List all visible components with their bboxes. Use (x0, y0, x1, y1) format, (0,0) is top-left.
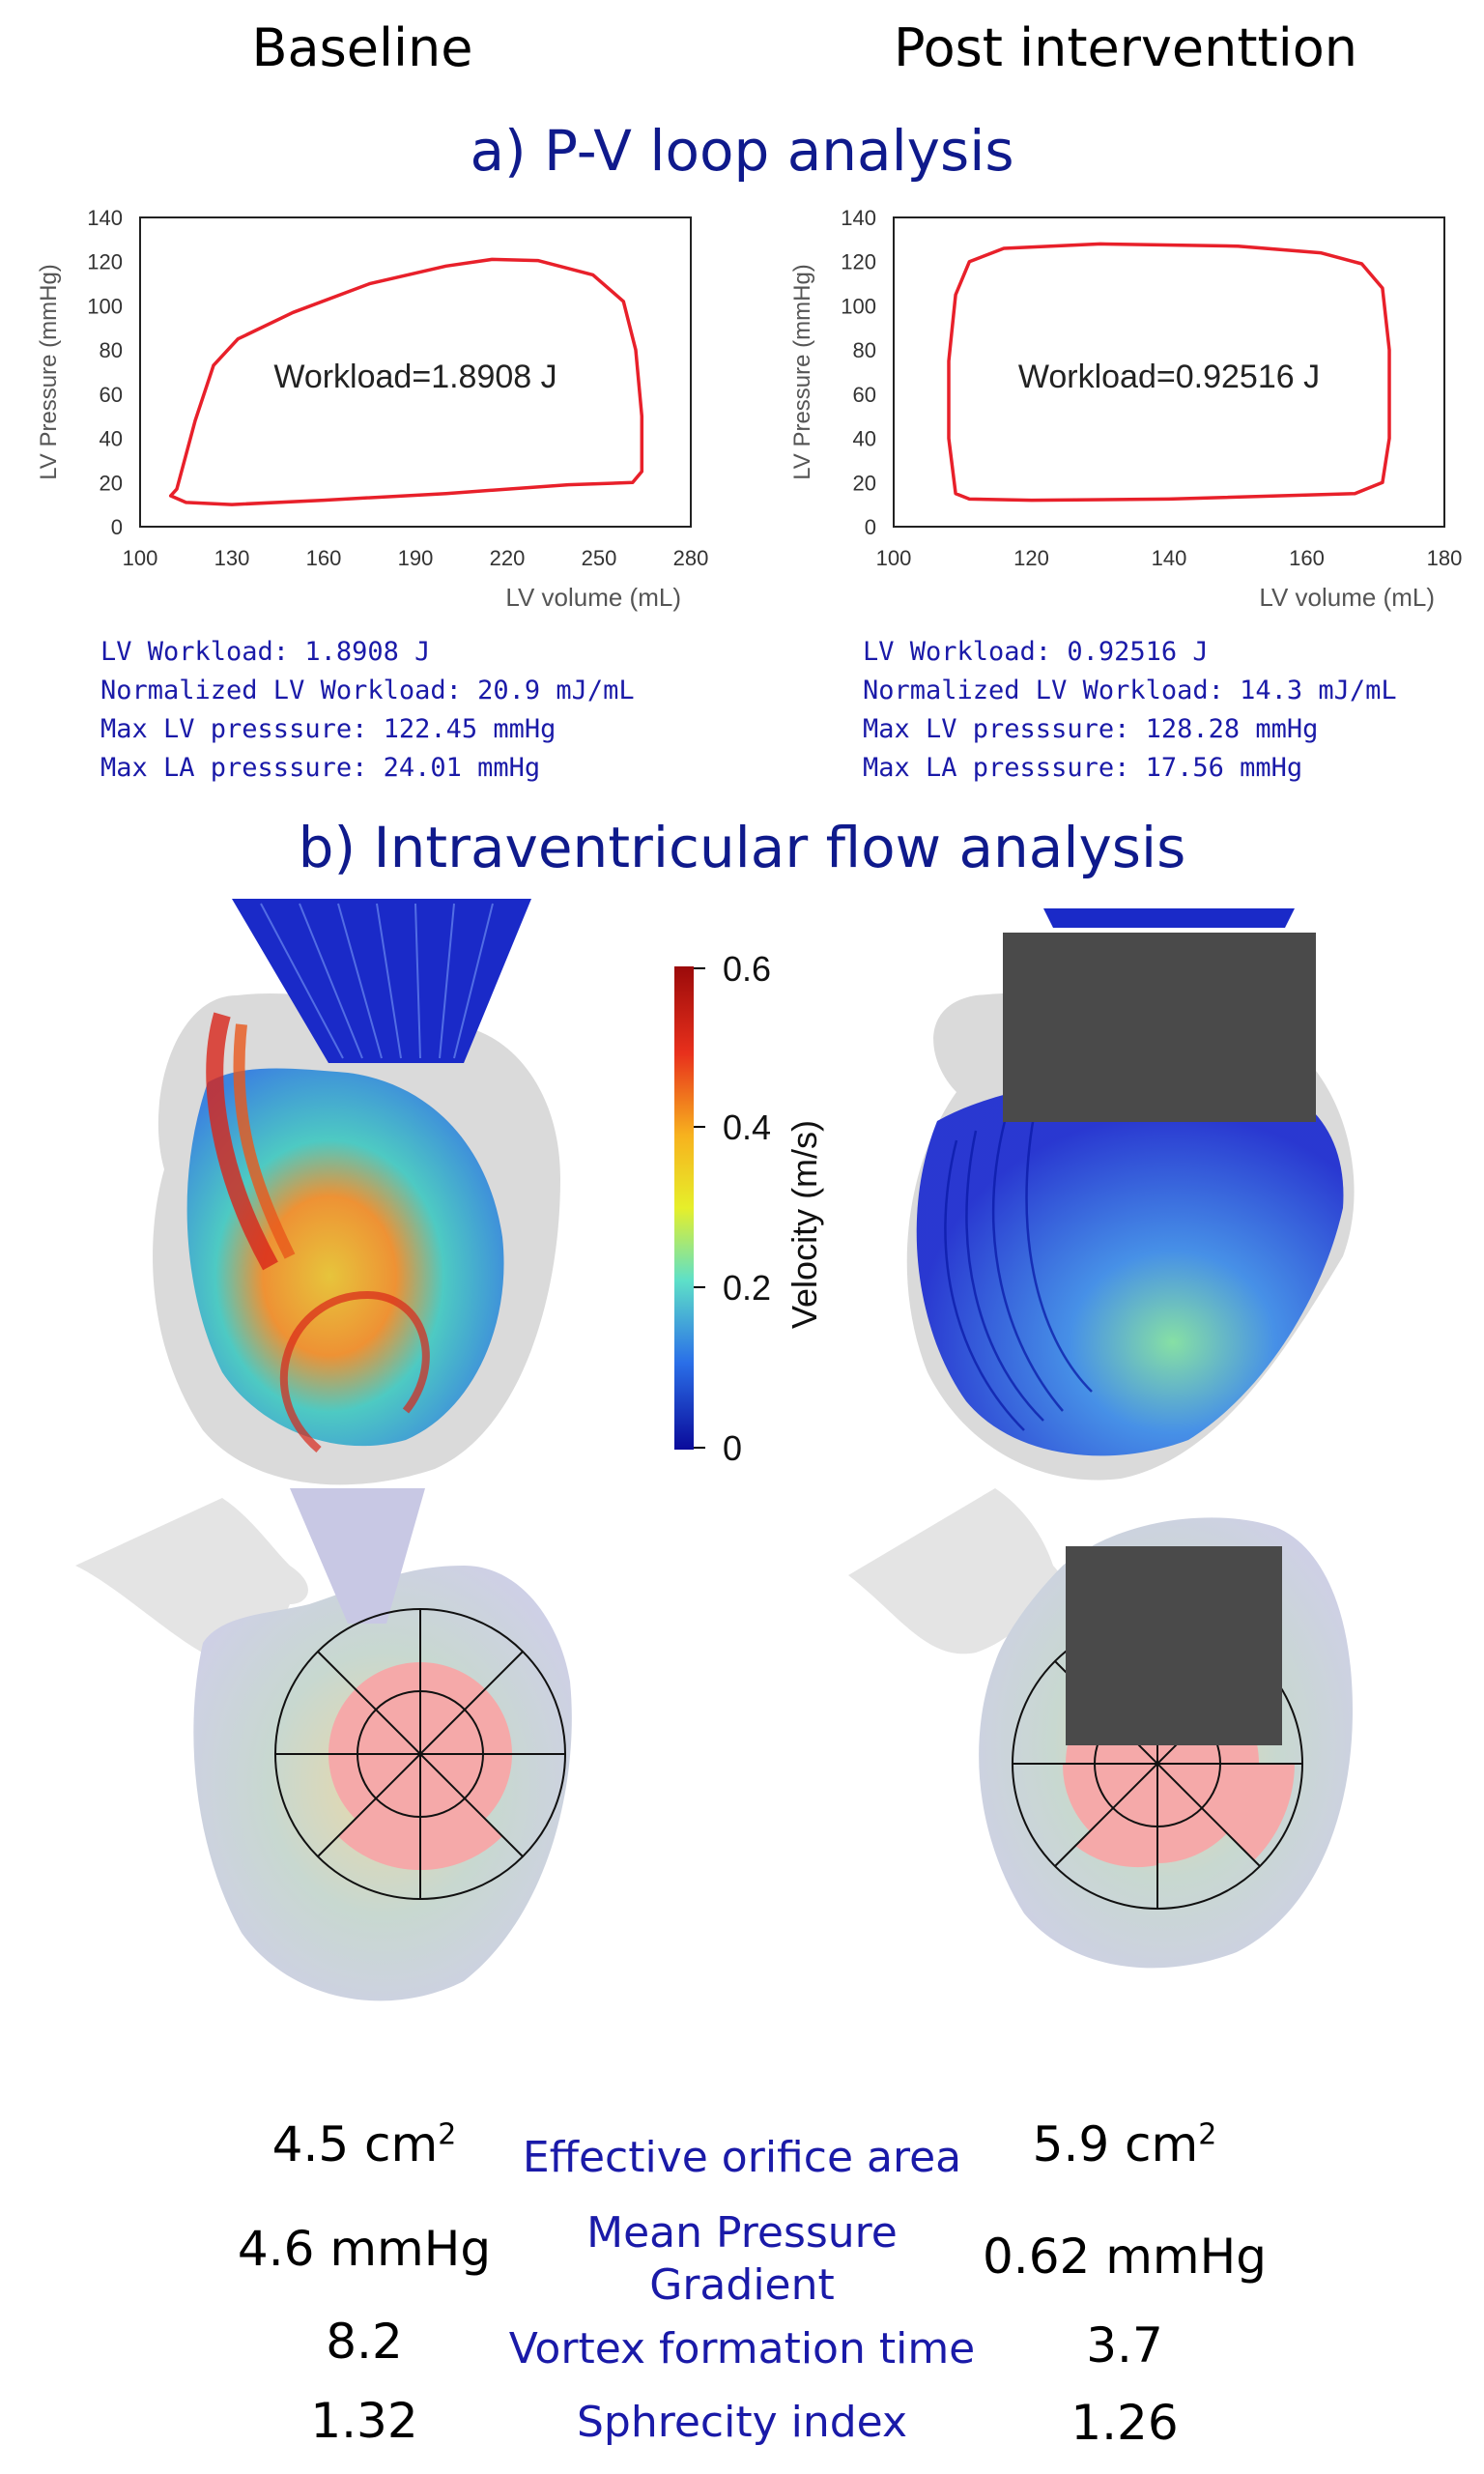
y-tick-label: 20 (853, 471, 876, 495)
x-tick-label: 160 (1289, 546, 1325, 570)
eoa-baseline: 4.5 cm2 (271, 2116, 457, 2172)
colorbar-tick: 0.2 (723, 1268, 771, 1308)
plot-area (893, 216, 1445, 528)
y-tick-label: 80 (100, 338, 123, 362)
stats-post: LV Workload: 0.92516 J Normalized LV Wor… (863, 633, 1397, 788)
pv-loop-chart-post: 0 20 40 60 80 100 120 140 100 120 140 160 180 LV volu… (789, 206, 1463, 612)
x-tick-label: 250 (582, 546, 617, 570)
eoa-label: Effective orifice area (522, 2133, 962, 2182)
mpg-baseline: 4.6 mmHg (237, 2221, 492, 2277)
colorbar-tick: 0.6 (723, 949, 771, 989)
workload-annotation: Workload=0.92516 J (1018, 359, 1320, 395)
stat-max-la-pressure: Max LA presssure: 17.56 mmHg (863, 753, 1303, 783)
y-tick-label: 0 (865, 515, 876, 539)
x-tick-label: 180 (1427, 546, 1463, 570)
y-tick-label: 20 (100, 471, 123, 495)
colorbar-tick: 0 (723, 1428, 742, 1468)
vft-baseline: 8.2 (326, 2314, 403, 2370)
mpg-label-line2: Gradient (649, 2260, 835, 2310)
y-tick-label: 60 (853, 383, 876, 407)
y-tick-label: 40 (853, 427, 876, 451)
x-tick-label: 140 (1152, 546, 1187, 570)
y-tick-label: 140 (87, 206, 123, 230)
x-tick-label: 130 (214, 546, 250, 570)
y-axis-label: LV Pressure (mmHg) (789, 264, 815, 480)
redaction-box (1003, 933, 1316, 1122)
stat-normalized-workload: Normalized LV Workload: 20.9 mJ/mL (100, 676, 635, 705)
colorbar-label: Velocity (m/s) (785, 1120, 824, 1329)
y-tick-label: 60 (100, 383, 123, 407)
si-label: Sphrecity index (576, 2398, 907, 2447)
x-tick-label: 220 (490, 546, 526, 570)
baseline-header: Baseline (251, 17, 473, 78)
x-tick-label: 100 (876, 546, 912, 570)
x-axis-label: LV volume (mL) (505, 583, 681, 612)
y-tick-label: 40 (100, 427, 123, 451)
y-tick-label: 100 (87, 294, 123, 318)
y-tick-label: 120 (87, 250, 123, 274)
colorbar-tick: 0.4 (723, 1108, 771, 1147)
pv-loop-chart-baseline: 0 20 40 60 80 100 120 140 100 130 160 190 220 250 280 L… (36, 206, 709, 612)
x-tick-label: 120 (1013, 546, 1049, 570)
pv-loop-line (947, 242, 1391, 503)
mpg-label-line1: Mean Pressure (586, 2208, 898, 2258)
baseline-streamline-heart (153, 899, 560, 1485)
section-b-title: b) Intraventricular flow analysis (298, 815, 1186, 880)
y-tick-label: 0 (111, 515, 123, 539)
section-a-title: a) P-V loop analysis (470, 118, 1014, 184)
vft-post: 3.7 (1086, 2317, 1163, 2373)
post-bullseye-heart (848, 1488, 1353, 1969)
x-tick-label: 190 (398, 546, 434, 570)
si-post: 1.26 (1070, 2395, 1179, 2451)
y-tick-label: 100 (841, 294, 876, 318)
redaction-box (1066, 1546, 1282, 1745)
flow-illustration: 0.6 0.4 0.2 0 Velocity (m/s) (75, 899, 1355, 2001)
baseline-bullseye-heart (75, 1488, 572, 2001)
stats-baseline: LV Workload: 1.8908 J Normalized LV Work… (100, 633, 635, 788)
y-axis-label: LV Pressure (mmHg) (36, 264, 62, 480)
stat-max-lv-pressure: Max LV presssure: 128.28 mmHg (863, 714, 1319, 744)
x-tick-label: 100 (123, 546, 158, 570)
mpg-post: 0.62 mmHg (983, 2229, 1267, 2285)
y-tick-label: 140 (841, 206, 876, 230)
stat-lv-workload: LV Workload: 1.8908 J (100, 637, 431, 667)
eoa-post: 5.9 cm2 (1032, 2116, 1217, 2172)
x-tick-label: 280 (673, 546, 709, 570)
workload-annotation: Workload=1.8908 J (273, 359, 556, 395)
si-baseline: 1.32 (310, 2393, 418, 2449)
post-intervention-header: Post interventtion (894, 17, 1357, 78)
vft-label: Vortex formation time (508, 2324, 976, 2373)
x-axis-label: LV volume (mL) (1259, 583, 1435, 612)
post-streamline-heart (906, 908, 1355, 1481)
stat-max-la-pressure: Max LA presssure: 24.01 mmHg (100, 753, 541, 783)
mpg-label: Mean Pressure Gradient (471, 2207, 1013, 2312)
pv-loop-line (168, 257, 644, 506)
x-tick-label: 160 (306, 546, 342, 570)
stat-max-lv-pressure: Max LV presssure: 122.45 mmHg (100, 714, 556, 744)
y-tick-label: 80 (853, 338, 876, 362)
stat-lv-workload: LV Workload: 0.92516 J (863, 637, 1209, 667)
y-tick-label: 120 (841, 250, 876, 274)
plot-area (139, 216, 692, 528)
velocity-colorbar: 0.6 0.4 0.2 0 Velocity (m/s) (674, 949, 824, 1468)
stat-normalized-workload: Normalized LV Workload: 14.3 mJ/mL (863, 676, 1397, 705)
